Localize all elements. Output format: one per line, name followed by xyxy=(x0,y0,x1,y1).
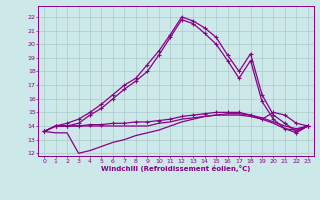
X-axis label: Windchill (Refroidissement éolien,°C): Windchill (Refroidissement éolien,°C) xyxy=(101,165,251,172)
